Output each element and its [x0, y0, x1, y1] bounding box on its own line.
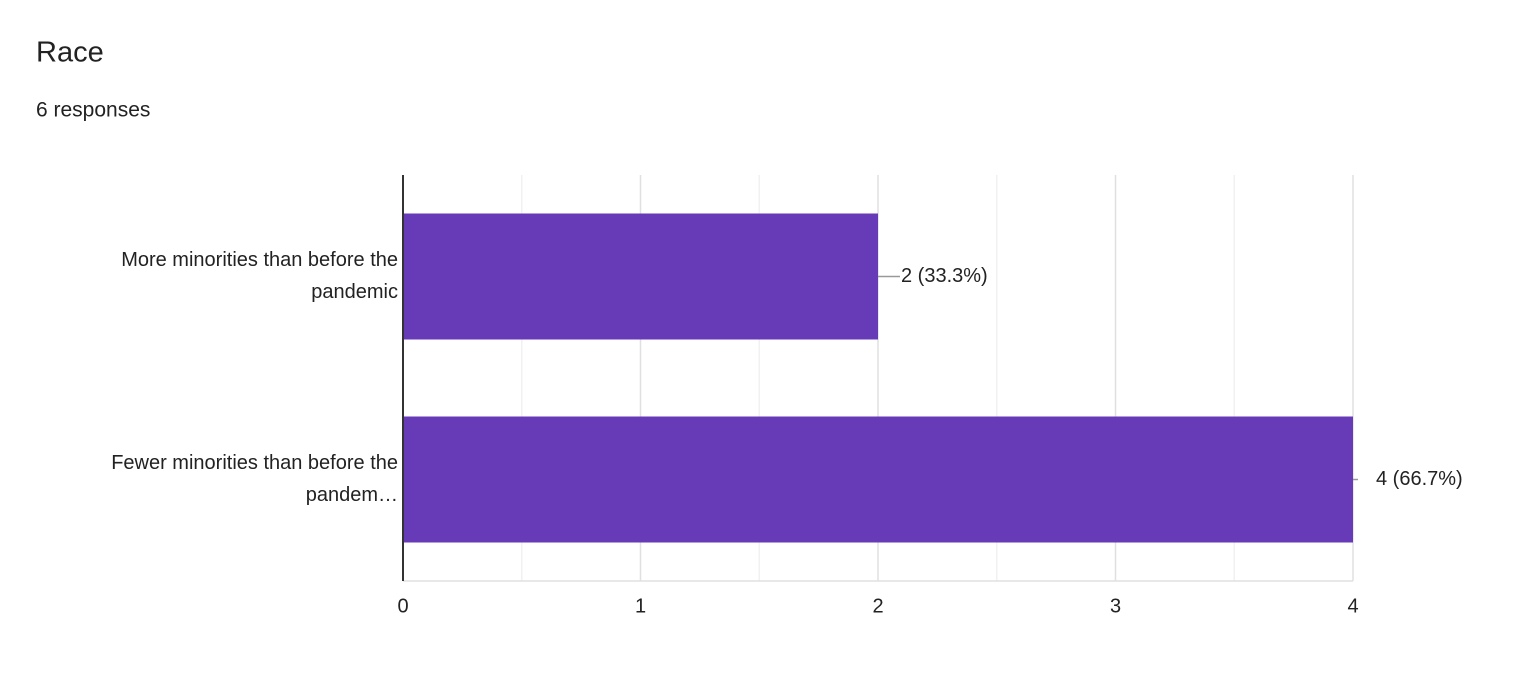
bar [403, 416, 1353, 543]
x-tick-label: 2 [872, 595, 883, 617]
chart-subtitle: 6 responses [36, 99, 150, 122]
chart-title: Race [36, 37, 104, 69]
category-label: pandem… [306, 484, 398, 506]
x-tick-label: 0 [397, 595, 408, 617]
bar [403, 213, 878, 340]
category-label: Fewer minorities than before the [111, 452, 398, 474]
category-label: pandemic [311, 281, 398, 303]
value-label: 4 (66.7%) [1376, 468, 1463, 490]
x-tick-label: 4 [1347, 595, 1358, 617]
category-label: More minorities than before the [121, 249, 398, 271]
x-tick-label: 1 [635, 595, 646, 617]
x-tick-label: 3 [1110, 595, 1121, 617]
value-label: 2 (33.3%) [901, 265, 988, 287]
